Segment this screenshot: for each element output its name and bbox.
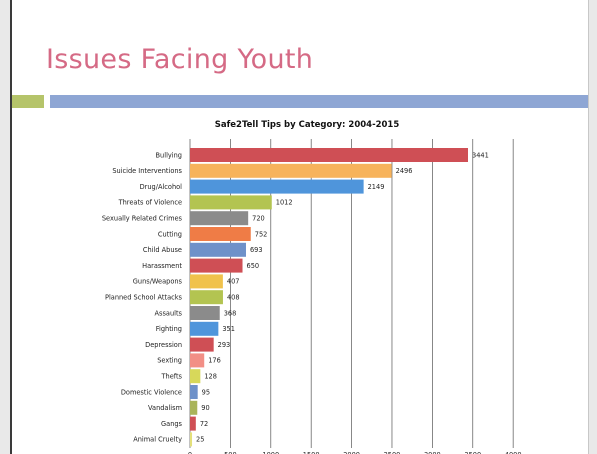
category-label: Domestic Violence: [121, 388, 182, 396]
category-label: Gangs: [161, 420, 183, 428]
value-label: 95: [202, 388, 210, 396]
accent-bar-blue: [50, 95, 588, 108]
x-tick-label: 2500: [384, 451, 401, 454]
category-label: Thefts: [161, 373, 183, 381]
category-label: Guns/Weapons: [133, 278, 183, 286]
category-label: Cutting: [158, 230, 182, 238]
category-label: Vandalism: [148, 404, 182, 412]
bar: [190, 242, 246, 257]
slide-title: Issues Facing Youth: [46, 44, 314, 75]
bar: [190, 258, 243, 273]
bar: [190, 274, 223, 289]
value-label: 25: [196, 436, 204, 444]
category-label: Child Abuse: [143, 246, 182, 254]
bar: [190, 353, 205, 368]
value-label: 128: [204, 373, 217, 381]
chart-x-ticks: 0 500 1000 1500 2000 2500 3000 3500 4000: [188, 451, 522, 454]
category-label: Suicide Interventions: [112, 167, 182, 175]
category-label: Bullying: [156, 151, 182, 159]
value-label: 650: [247, 262, 260, 270]
bar: [190, 385, 198, 399]
value-label: 407: [227, 278, 240, 286]
category-label: Threats of Violence: [118, 199, 182, 207]
bar: [190, 163, 392, 178]
value-label: 408: [227, 294, 240, 302]
chart-title: Safe2Tell Tips by Category: 2004-2015: [215, 120, 400, 130]
bar: [190, 290, 223, 305]
x-tick-label: 2000: [343, 451, 360, 454]
category-label: Fighting: [156, 325, 182, 333]
category-label: Drug/Alcohol: [140, 183, 183, 191]
category-label: Animal Cruelty: [133, 436, 182, 444]
value-label: 2496: [396, 167, 413, 175]
x-tick-label: 4000: [505, 451, 522, 454]
bar: [190, 416, 196, 431]
bar: [190, 400, 198, 415]
category-label: Planned School Attacks: [105, 294, 183, 302]
bar: [190, 148, 468, 162]
value-label: 2149: [368, 183, 385, 191]
accent-bar-green: [12, 95, 44, 108]
bar: [190, 321, 219, 336]
value-label: 368: [224, 309, 237, 317]
value-label: 1012: [276, 199, 293, 207]
x-tick-label: 3500: [464, 451, 481, 454]
x-tick-label: 1500: [303, 451, 320, 454]
value-label: 351: [222, 325, 235, 333]
bar: [190, 337, 214, 352]
category-label: Sexually Related Crimes: [102, 215, 183, 223]
category-label: Harassment: [142, 262, 182, 270]
category-label: Depression: [145, 341, 182, 349]
value-label: 693: [250, 246, 263, 254]
x-tick-label: 3000: [424, 451, 441, 454]
value-label: 752: [255, 230, 268, 238]
category-label: Assaults: [155, 309, 183, 317]
chart-category-labels: Bullying Suicide Interventions Drug/Alcoho…: [102, 151, 183, 443]
value-label: 720: [252, 215, 265, 223]
value-label: 90: [201, 404, 209, 412]
value-label: 72: [200, 420, 208, 428]
x-tick-label: 1000: [262, 451, 279, 454]
bar: [190, 306, 220, 320]
category-label: Sexting: [157, 357, 182, 365]
value-label: 3441: [472, 151, 489, 159]
bar: [190, 179, 364, 194]
chart-bars: [190, 148, 468, 447]
slide: Issues Facing Youth: [10, 0, 589, 454]
chart-value-labels: 3441 2496 2149 1012 720 752 693 650 407 408 368 351…: [196, 151, 489, 443]
value-label: 176: [208, 357, 221, 365]
bar: [190, 195, 272, 210]
x-tick-label: 500: [224, 451, 237, 454]
bar: [190, 211, 249, 226]
bar: [190, 432, 193, 447]
bar: [190, 369, 201, 384]
x-tick-label: 0: [188, 451, 192, 454]
value-label: 293: [218, 341, 231, 349]
bar: [190, 227, 251, 241]
